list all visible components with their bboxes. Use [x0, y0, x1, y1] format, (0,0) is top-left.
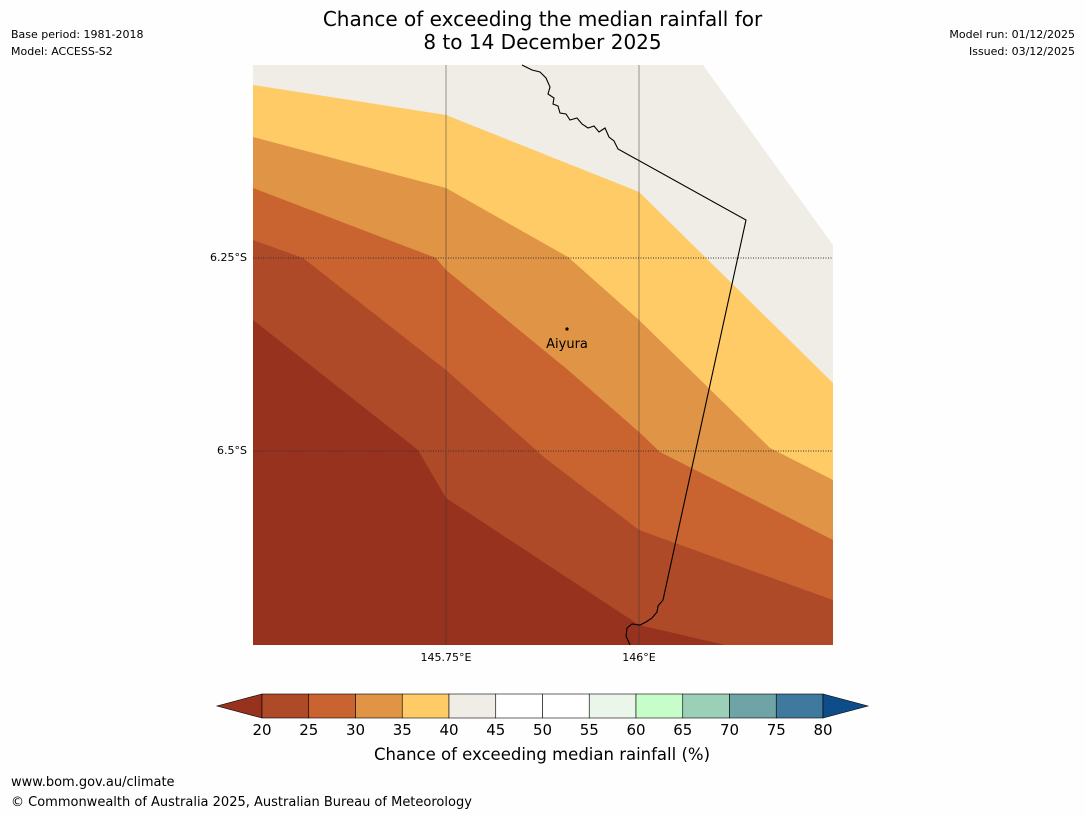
colorbar-swatch	[682, 693, 730, 719]
model-name: Model: ACCESS-S2	[11, 45, 113, 58]
colorbar-swatch	[775, 693, 824, 719]
colorbar-tick-label: 75	[766, 721, 786, 739]
footer-url: www.bom.gov.au/climate	[11, 775, 175, 790]
colorbar-tick-label: 50	[532, 721, 553, 739]
meta-left: Base period: 1981-2018 Model: ACCESS-S2	[11, 26, 143, 60]
rainfall-contours	[253, 65, 833, 645]
base-period: Base period: 1981-2018	[11, 28, 144, 41]
colorbar	[215, 693, 870, 719]
title-line-2: 8 to 14 December 2025	[423, 30, 662, 54]
footer-copyright: © Commonwealth of Australia 2025, Austra…	[11, 795, 472, 810]
map-title: Chance of exceeding the median rainfall …	[0, 8, 1085, 54]
colorbar-tick-label: 45	[486, 721, 506, 739]
lon-label-145-75: 145.75°E	[420, 651, 472, 664]
colorbar-swatch	[261, 693, 310, 719]
colorbar-swatch	[495, 693, 543, 719]
colorbar-swatch	[729, 693, 777, 719]
title-line-1: Chance of exceeding the median rainfall …	[322, 7, 763, 31]
aiyura-marker	[565, 327, 569, 331]
colorbar-tick-label: 35	[392, 721, 412, 739]
colorbar-title: Chance of exceeding median rainfall (%)	[373, 745, 711, 764]
meta-right: Model run: 01/12/2025 Issued: 03/12/2025	[949, 26, 1075, 60]
colorbar-swatch	[448, 693, 497, 719]
colorbar-swatch	[308, 693, 356, 719]
colorbar-swatch	[401, 693, 450, 719]
colorbar-tick-label: 60	[626, 721, 646, 739]
colorbar-swatch	[635, 693, 684, 719]
colorbar-tick-label: 20	[252, 721, 272, 739]
colorbar-swatch	[355, 693, 403, 719]
colorbar-tick-label: 70	[719, 721, 740, 739]
colorbar-tick-label: 30	[345, 721, 366, 739]
graticule	[253, 65, 833, 645]
colorbar-swatch	[542, 693, 590, 719]
colorbar-tick-label: 65	[673, 721, 693, 739]
model-run: Model run: 01/12/2025	[949, 28, 1075, 41]
place-label-aiyura: Aiyura	[546, 337, 588, 352]
colorbar-over-arrow	[822, 693, 870, 719]
issued-date: Issued: 03/12/2025	[968, 45, 1075, 58]
colorbar-under-arrow	[215, 693, 263, 719]
colorbar-tick-label: 25	[299, 721, 319, 739]
colorbar-tick-label: 55	[579, 721, 599, 739]
lat-label-6-5: 6.5°S	[217, 444, 247, 457]
colorbar-tick-label: 80	[813, 721, 833, 739]
lon-label-146: 146°E	[622, 651, 656, 664]
colorbar-tick-label: 40	[439, 721, 459, 739]
colorbar-swatch	[588, 693, 637, 719]
lat-label-6-25: 6.25°S	[210, 251, 247, 264]
band-under-20	[253, 320, 725, 645]
coastline-border	[521, 64, 747, 646]
